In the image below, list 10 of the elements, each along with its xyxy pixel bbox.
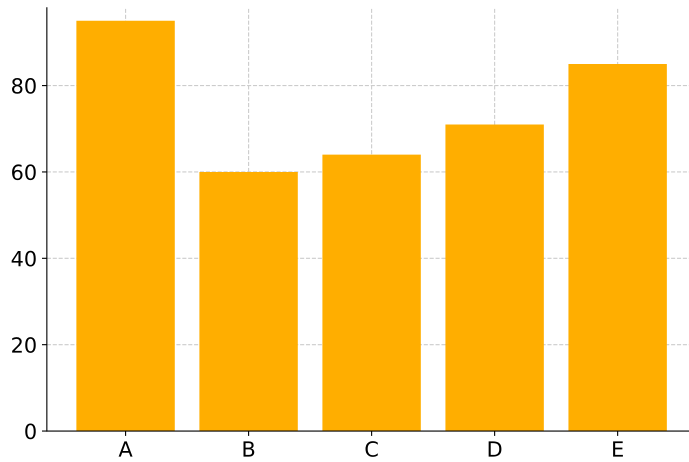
x-tick-label: C bbox=[366, 441, 378, 457]
x-tick-label: D bbox=[488, 441, 502, 457]
y-tick-label: 80 bbox=[12, 78, 36, 94]
x-tick-label: B bbox=[243, 441, 254, 457]
x-tick-label: A bbox=[118, 441, 133, 457]
y-tick-label: 60 bbox=[12, 164, 36, 180]
y-tick-label: 20 bbox=[12, 337, 36, 353]
y-tick-label: 40 bbox=[12, 250, 36, 267]
y-tick-label: 0 bbox=[25, 424, 36, 440]
x-tick-label: E bbox=[613, 441, 623, 457]
